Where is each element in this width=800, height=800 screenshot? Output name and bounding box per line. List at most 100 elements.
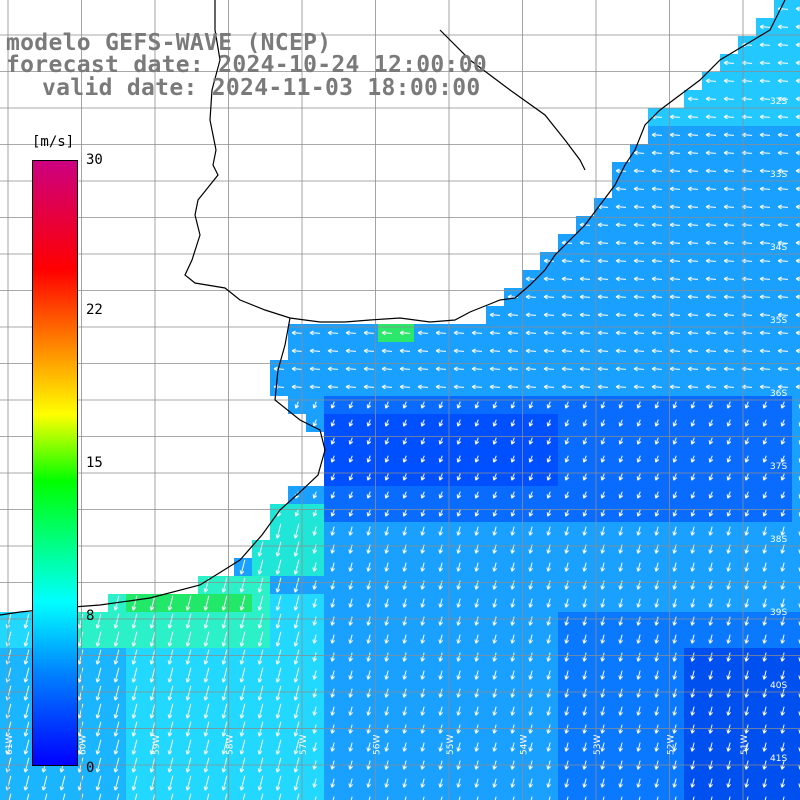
wind-arrow <box>672 652 677 662</box>
wind-arrow <box>672 616 677 626</box>
wind-arrow <box>510 437 516 445</box>
wind-arrow <box>221 775 228 791</box>
wind-arrow <box>795 330 800 336</box>
colorbar-unit: [m/s] <box>32 134 75 150</box>
wind-arrow <box>366 526 371 536</box>
wind-arrow <box>402 616 407 626</box>
wind-arrow <box>744 724 749 734</box>
wind-arrow <box>185 775 192 791</box>
wind-arrow <box>239 775 246 791</box>
longitude-label: 51W <box>740 735 750 755</box>
wind-arrow <box>257 775 264 791</box>
wind-arrow <box>402 473 408 481</box>
wind-arrow <box>723 348 735 354</box>
wind-arrow <box>312 688 317 698</box>
wind-arrow <box>275 631 282 647</box>
longitude-label: 61W <box>5 735 15 755</box>
wind-speed-cell <box>792 522 800 540</box>
wind-arrow <box>726 491 732 499</box>
wind-arrow <box>654 616 659 626</box>
wind-arrow <box>597 258 609 264</box>
wind-arrow <box>654 401 660 409</box>
wind-arrow <box>726 580 731 590</box>
wind-arrow <box>780 634 785 644</box>
wind-arrow <box>420 634 425 644</box>
wind-arrow <box>579 276 591 282</box>
colorbar-tick-8: 8 <box>86 608 95 624</box>
wind-speed-cell <box>594 792 612 800</box>
wind-arrow <box>726 509 732 517</box>
wind-arrow <box>257 703 264 719</box>
wind-arrow <box>474 419 480 427</box>
wind-arrow <box>366 419 372 427</box>
wind-speed-cell <box>108 792 126 800</box>
wind-speed-cell <box>792 540 800 558</box>
wind-arrow <box>564 580 569 590</box>
wind-arrow <box>762 634 767 644</box>
wind-arrow <box>348 724 353 734</box>
wind-arrow <box>474 670 479 680</box>
wind-arrow <box>690 706 695 716</box>
wind-speed-cell <box>504 792 522 800</box>
wind-arrow <box>723 240 735 246</box>
wind-speed-cell <box>414 792 432 800</box>
wind-arrow <box>332 796 335 800</box>
wind-arrow <box>185 613 192 629</box>
wind-arrow <box>366 742 371 752</box>
wind-arrow <box>402 401 408 409</box>
wind-arrow <box>726 419 732 427</box>
wind-arrow <box>708 742 713 752</box>
wind-arrow <box>476 796 479 800</box>
wind-arrow <box>780 437 786 445</box>
wind-arrow <box>692 796 695 800</box>
wind-arrow <box>312 598 317 608</box>
wind-arrow <box>672 437 678 445</box>
wind-arrow <box>221 649 228 665</box>
wind-arrow <box>636 509 642 517</box>
coastline-south <box>0 317 326 616</box>
wind-vector-arrows <box>5 6 800 800</box>
wind-arrow <box>636 455 642 463</box>
wind-arrow <box>600 706 605 716</box>
wind-arrow <box>669 384 681 390</box>
wind-arrow <box>546 706 551 716</box>
wind-arrow <box>456 706 461 716</box>
wind-arrow <box>510 580 515 590</box>
wind-arrow <box>221 613 228 629</box>
wind-arrow <box>615 258 627 264</box>
wind-arrow <box>561 276 573 282</box>
river-plate-shore <box>439 29 586 171</box>
wind-arrow <box>795 6 800 12</box>
wind-arrow <box>239 649 246 665</box>
wind-arrow <box>366 724 371 734</box>
wind-arrow <box>456 670 461 680</box>
wind-arrow <box>723 186 735 192</box>
wind-arrow <box>386 796 389 800</box>
wind-arrow <box>746 796 749 800</box>
wind-arrow <box>530 796 533 800</box>
wind-arrow <box>669 276 681 282</box>
wind-arrow <box>525 312 537 318</box>
wind-arrow <box>759 312 771 318</box>
wind-arrow <box>62 793 66 800</box>
wind-arrow <box>543 312 555 318</box>
wind-arrow <box>651 222 663 228</box>
wind-arrow <box>456 724 461 734</box>
wind-arrow <box>149 631 156 647</box>
wind-arrow <box>23 739 30 755</box>
wind-arrow <box>257 613 264 629</box>
wind-arrow <box>384 455 390 463</box>
wind-arrow <box>402 419 408 427</box>
wind-arrow <box>744 491 750 499</box>
wind-arrow <box>795 294 800 300</box>
wind-arrow <box>438 437 444 445</box>
wind-arrow <box>543 348 555 354</box>
wind-arrow <box>312 778 317 788</box>
wind-arrow <box>618 509 624 517</box>
wind-arrow <box>113 721 120 737</box>
wind-arrow <box>600 616 605 626</box>
wind-arrow <box>456 491 462 499</box>
wind-arrow <box>489 312 501 318</box>
wind-arrow <box>687 132 699 138</box>
wind-arrow <box>780 509 786 517</box>
